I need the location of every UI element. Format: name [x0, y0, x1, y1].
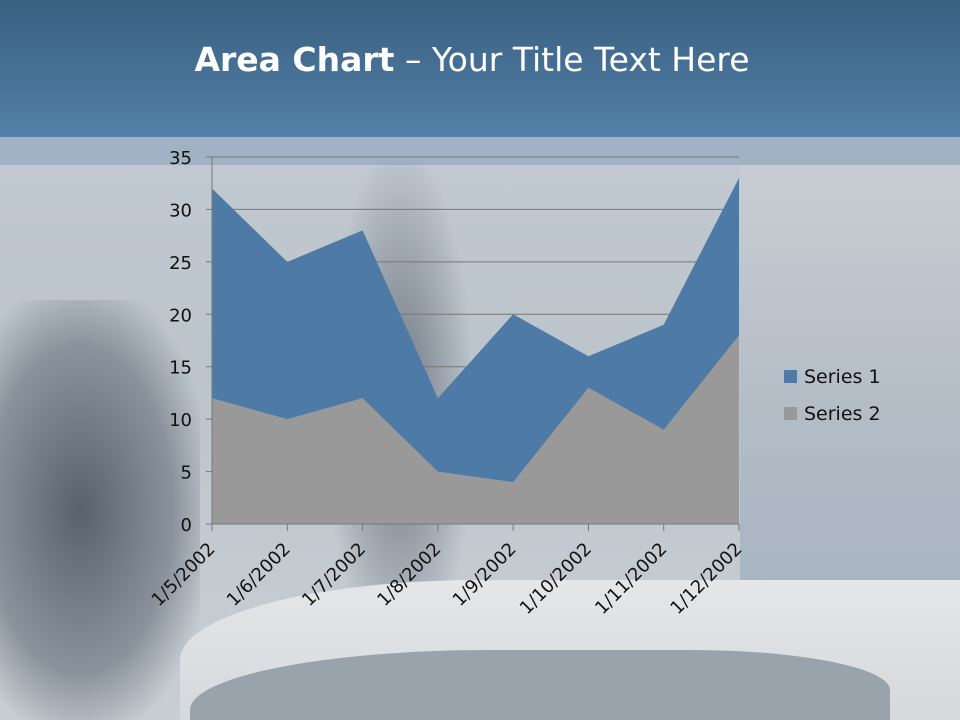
x-tick-label: 1/7/2002	[298, 539, 370, 611]
y-tick-label: 5	[181, 463, 192, 484]
legend-item-series-1: Series 1	[784, 358, 881, 395]
area-series-2	[212, 335, 739, 524]
y-tick-label: 0	[181, 515, 192, 536]
y-tick-label: 25	[169, 253, 192, 274]
x-tick-label: 1/8/2002	[373, 539, 445, 611]
x-tick-label: 1/6/2002	[223, 539, 295, 611]
y-tick-label: 20	[169, 305, 192, 326]
legend-label: Series 2	[804, 402, 881, 425]
legend-swatch	[784, 407, 797, 420]
x-tick-label: 1/5/2002	[148, 539, 220, 611]
title-bold: Area Chart	[194, 40, 395, 79]
y-tick-label: 10	[169, 410, 192, 431]
slide-title: Area Chart – Your Title Text Here	[0, 40, 944, 79]
header-strip	[0, 137, 960, 165]
y-tick-label: 30	[169, 200, 192, 221]
title-rest: – Your Title Text Here	[394, 40, 750, 79]
legend-item-series-2: Series 2	[784, 395, 881, 432]
x-tick-label: 1/11/2002	[591, 539, 671, 619]
title-bar	[0, 0, 960, 137]
legend: Series 1 Series 2	[784, 358, 881, 432]
y-tick-label: 35	[169, 148, 192, 169]
x-tick-label: 1/9/2002	[449, 539, 521, 611]
legend-swatch	[784, 370, 797, 383]
y-tick-label: 15	[169, 358, 192, 379]
legend-label: Series 1	[804, 365, 881, 388]
x-tick-label: 1/12/2002	[666, 539, 746, 619]
x-tick-label: 1/10/2002	[516, 539, 596, 619]
